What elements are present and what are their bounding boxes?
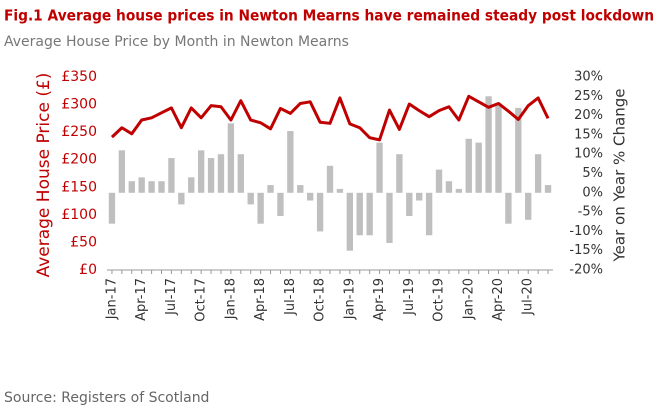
price-line: [110, 94, 550, 142]
x-tick-label: Jul-20: [521, 278, 536, 316]
source: Source: Registers of Scotland: [4, 390, 209, 406]
bar: [386, 192, 393, 243]
bar: [316, 192, 324, 232]
bar: [356, 192, 363, 236]
bar: [237, 154, 244, 193]
bar: [515, 107, 522, 193]
bar: [495, 104, 502, 193]
bar: [277, 192, 284, 216]
x-tick-label: Apr-17: [134, 278, 149, 321]
y-tick-label: £50: [70, 234, 97, 250]
bar: [475, 142, 482, 193]
x-tick-label: Jul-19: [402, 278, 417, 316]
bar: [267, 185, 274, 193]
y-tick-label: £300: [61, 97, 97, 113]
y-tick-label: £0: [79, 262, 97, 278]
bar: [148, 181, 155, 193]
y2-tick-label: 20%: [574, 108, 603, 123]
bar: [376, 142, 383, 193]
bar: [544, 185, 552, 193]
bar: [505, 192, 512, 224]
bar: [525, 192, 532, 220]
bar: [227, 123, 235, 193]
bar: [158, 181, 165, 193]
y2-tick-label: 10%: [574, 147, 603, 162]
bar: [406, 192, 413, 216]
bar: [396, 154, 403, 193]
chart-title: Fig.1 Average house prices in Newton Mea…: [4, 7, 654, 25]
bar: [178, 192, 185, 205]
bar: [485, 96, 492, 193]
bar: [366, 192, 373, 236]
y2-tick-label: 25%: [574, 89, 603, 104]
bar: [118, 150, 126, 193]
bar: [425, 192, 433, 236]
y-axis-label: Average House Price (£): [34, 73, 54, 278]
bar: [207, 158, 215, 193]
y-tick-label: £150: [61, 179, 97, 195]
bar: [257, 192, 264, 224]
y-tick-label: £200: [61, 152, 97, 168]
y2-tick-label: -10%: [569, 224, 603, 239]
bar: [297, 185, 304, 193]
bar: [326, 165, 334, 193]
x-tick-label: Oct-19: [432, 278, 447, 322]
x-tick-label: Jan-18: [223, 278, 238, 320]
y2-tick-label: 15%: [574, 127, 603, 142]
x-tick-label: Apr-19: [372, 278, 387, 321]
x-tick-label: Jul-18: [283, 278, 298, 316]
bar: [188, 177, 195, 193]
bar: [138, 177, 145, 193]
bar: [128, 181, 135, 193]
bar: [108, 192, 116, 224]
y2-axis-label: Year on Year % Change: [611, 89, 629, 263]
bar: [217, 154, 225, 193]
x-tick-label: Jan-17: [104, 278, 119, 320]
x-tick-label: Apr-18: [253, 278, 268, 321]
bar: [197, 150, 205, 193]
y2-tick-label: -15%: [569, 243, 603, 258]
y2-tick-label: -20%: [569, 263, 603, 278]
bar: [416, 192, 423, 201]
bar: [435, 169, 443, 193]
y-tick-label: £350: [61, 69, 97, 85]
bar: [534, 154, 542, 193]
x-tick-label: Jan-19: [342, 278, 357, 320]
bar: [247, 192, 254, 205]
chart-subtitle: Average House Price by Month in Newton M…: [4, 34, 349, 50]
y2-tick-label: 30%: [574, 70, 603, 85]
y-tick-label: £250: [61, 124, 97, 140]
x-tick-label: Jan-20: [461, 278, 476, 320]
bar: [307, 192, 314, 201]
bar: [168, 158, 175, 193]
x-tick-label: Apr-20: [491, 278, 506, 321]
y2-tick-label: 0%: [582, 185, 603, 200]
bar: [287, 131, 294, 193]
bar: [346, 192, 353, 251]
bar: [336, 188, 344, 193]
x-tick-label: Jul-17: [164, 278, 179, 316]
bar: [445, 181, 453, 193]
x-tick-label: Oct-18: [313, 278, 328, 322]
bar: [455, 188, 463, 193]
x-tick-label: Oct-17: [194, 278, 209, 322]
bar: [465, 138, 472, 193]
y2-tick-label: 5%: [582, 166, 603, 181]
y2-tick-label: -5%: [578, 205, 603, 220]
y-tick-label: £100: [61, 207, 97, 223]
